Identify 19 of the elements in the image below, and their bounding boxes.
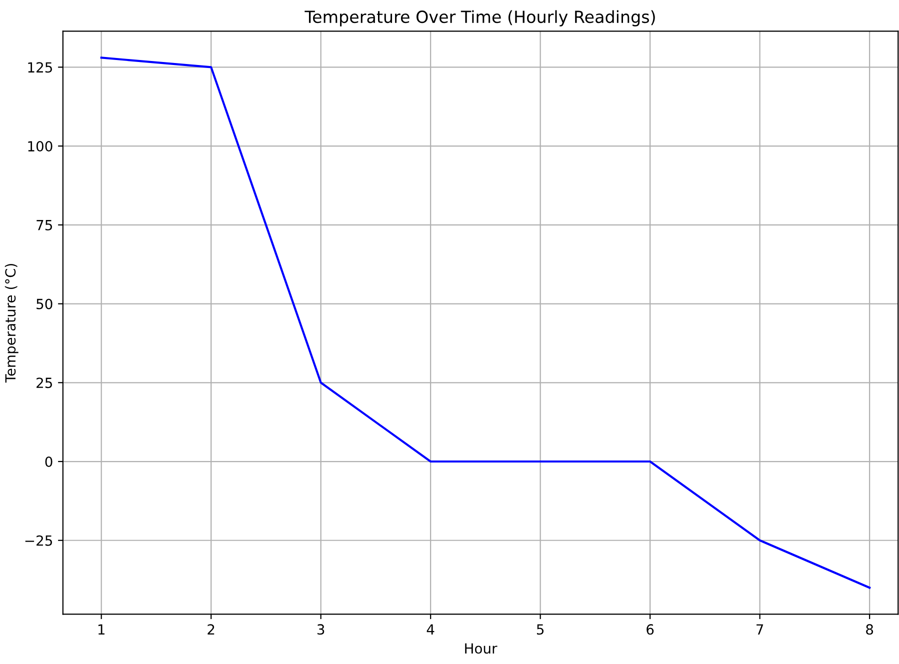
x-tick-label: 2 — [208, 624, 214, 634]
y-tick-label: 0 — [45, 456, 52, 467]
line-series — [100, 56, 871, 589]
x-tick-label: 3 — [317, 624, 324, 635]
x-tick-label: 6 — [646, 624, 654, 635]
x-tick-label: 8 — [866, 624, 874, 635]
y-tick-label: 75 — [36, 220, 52, 230]
y-axis-title: Temperature (°C) — [4, 264, 18, 383]
y-tick-label: 125 — [28, 62, 52, 73]
y-tick-label: −25 — [25, 535, 52, 546]
chart-title: Temperature Over Time (Hourly Readings) — [304, 10, 655, 26]
y-tick-label: 25 — [36, 378, 52, 388]
x-tick-label: 1 — [98, 624, 104, 634]
x-axis-title: Hour — [465, 643, 498, 654]
x-tick-label: 7 — [756, 624, 764, 634]
y-tick-label: 50 — [36, 298, 52, 310]
x-tick-label: 4 — [426, 624, 434, 634]
y-tick-label: 100 — [28, 141, 52, 152]
x-tick-label: 5 — [536, 624, 544, 635]
